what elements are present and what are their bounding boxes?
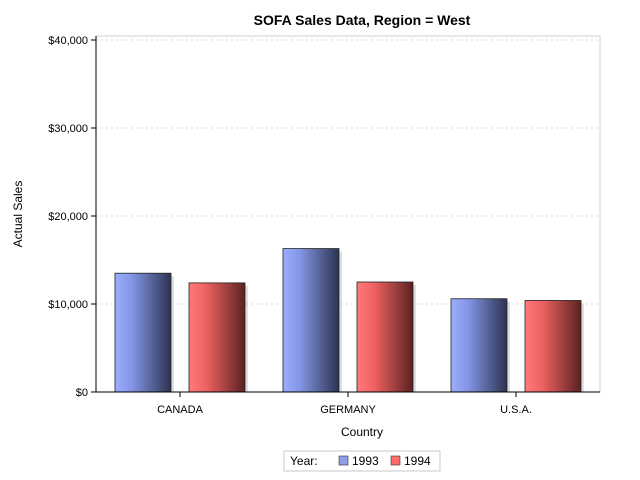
y-tick-label: $0: [76, 387, 88, 399]
legend-title: Year:: [290, 454, 318, 468]
x-tick-label: U.S.A.: [500, 404, 532, 416]
bars: [114, 248, 584, 393]
chart-title: SOFA Sales Data, Region = West: [254, 12, 471, 28]
y-tick-label: $30,000: [48, 123, 88, 135]
x-axis-label: Country: [341, 425, 383, 439]
legend-label-1993: 1993: [352, 454, 379, 468]
y-tick-label: $10,000: [48, 299, 88, 311]
bar-1994-germany: [356, 281, 414, 393]
bar-1993-canada: [114, 272, 172, 393]
bar-1994-usa: [524, 300, 582, 393]
bar-1994-canada: [188, 282, 246, 393]
legend-swatch-1994: [390, 455, 401, 466]
x-axis-ticks: CANADA GERMANY U.S.A.: [157, 392, 532, 416]
bar-1993-usa: [450, 298, 508, 393]
x-tick-label: GERMANY: [320, 404, 376, 416]
legend-label-1994: 1994: [404, 454, 431, 468]
y-tick-label: $40,000: [48, 35, 88, 47]
y-axis-ticks: $0 $10,000 $20,000 $30,000 $40,000: [48, 35, 96, 399]
legend-box: [283, 450, 441, 472]
y-axis-label: Actual Sales: [11, 181, 25, 248]
grid-lines: [96, 39, 600, 305]
legend: Year: 1993 1994: [283, 450, 441, 472]
legend-swatch-1993: [338, 455, 349, 466]
bar-1993-germany: [282, 248, 340, 393]
x-tick-label: CANADA: [157, 404, 204, 416]
y-tick-label: $20,000: [48, 211, 88, 223]
